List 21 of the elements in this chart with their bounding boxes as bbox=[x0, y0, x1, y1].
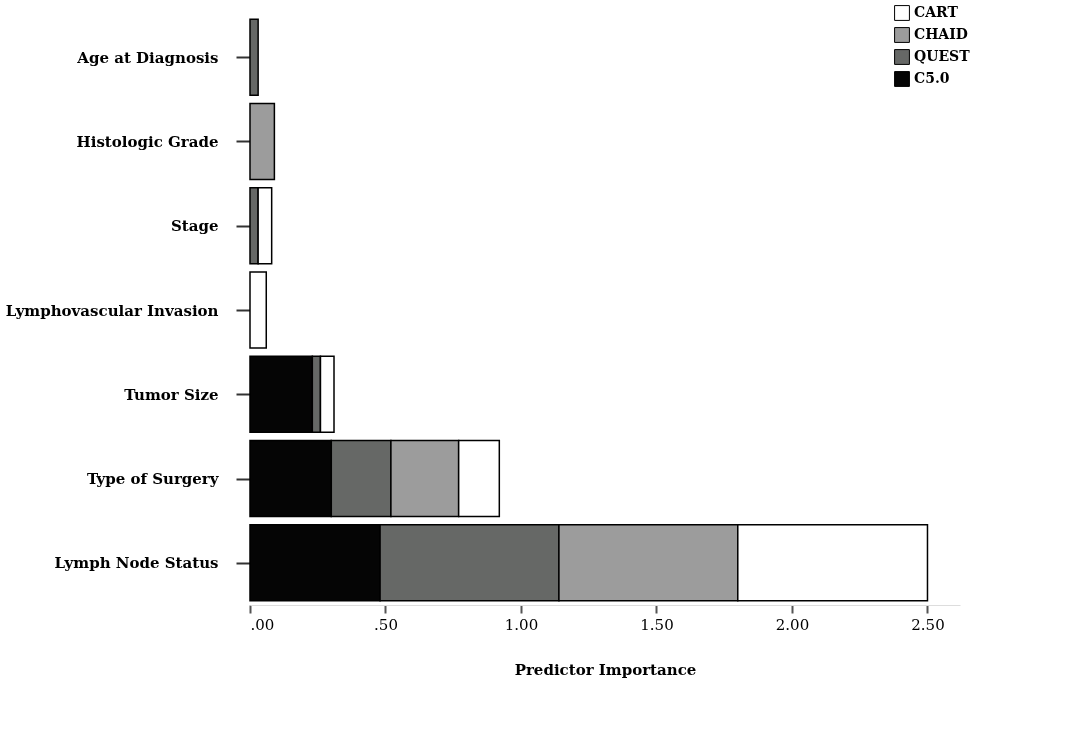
x-tick-label: 1.00 bbox=[504, 615, 539, 634]
y-tick-label: Lymphovascular Invasion bbox=[5, 301, 219, 320]
legend-label: QUEST bbox=[914, 48, 971, 64]
bar bbox=[249, 102, 276, 181]
y-tick-label: Age at Diagnosis bbox=[76, 48, 219, 67]
bar bbox=[249, 271, 268, 349]
y-tick-label: Lymph Node Status bbox=[54, 554, 219, 573]
x-tick-label: 2.00 bbox=[775, 615, 810, 634]
x-tick-label: .00 bbox=[250, 615, 275, 634]
bar bbox=[249, 18, 259, 96]
y-tick-label: Tumor Size bbox=[124, 385, 219, 404]
x-axis-title: Predictor Importance bbox=[514, 660, 697, 679]
legend-label: CART bbox=[914, 4, 959, 20]
y-tick-label: Stage bbox=[170, 217, 219, 236]
x-tick-label: 1.50 bbox=[640, 615, 674, 634]
y-tick-label: Type of Surgery bbox=[87, 470, 220, 489]
x-tick-label: .50 bbox=[374, 615, 398, 634]
legend-label: CHAID bbox=[914, 26, 968, 42]
legend-label: C5.0 bbox=[914, 70, 950, 86]
y-tick-label: Histologic Grade bbox=[76, 132, 219, 151]
x-tick-label: 2.50 bbox=[911, 615, 945, 634]
